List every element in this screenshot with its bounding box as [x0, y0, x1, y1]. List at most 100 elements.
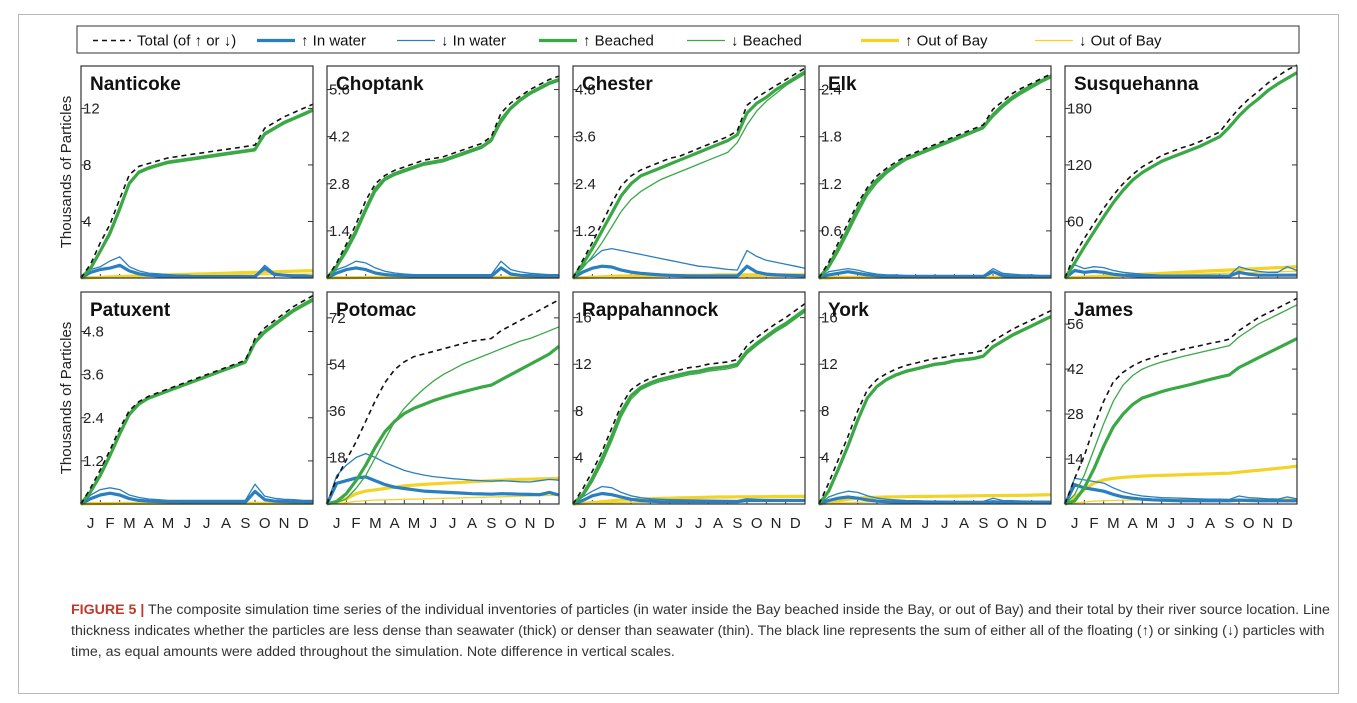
series-line — [572, 67, 806, 279]
series-line — [818, 317, 1052, 505]
series-line — [80, 256, 313, 279]
x-tick-label: S — [486, 515, 496, 532]
y-tick-label: 8 — [821, 403, 829, 420]
y-tick-label: 56 — [1067, 316, 1084, 333]
x-tick-label: S — [1224, 515, 1234, 532]
y-tick-label: 4 — [83, 213, 91, 230]
y-tick-label: 1.2 — [83, 453, 104, 470]
x-tick-label: J — [695, 515, 703, 532]
x-tick-label: O — [259, 515, 271, 532]
y-tick-label: 2.8 — [329, 176, 350, 193]
y-axis-label: Thousands of Particles — [58, 322, 75, 475]
x-tick-label: M — [369, 515, 382, 532]
y-tick-label: 36 — [329, 403, 346, 420]
y-axis-label: Thousands of Particles — [58, 96, 75, 249]
series-line — [572, 264, 806, 280]
x-tick-label: J — [184, 515, 192, 532]
series-line — [818, 267, 1051, 279]
x-tick-label: J — [1168, 515, 1176, 532]
y-tick-label: 2.4 — [821, 82, 842, 99]
x-tick-label: N — [525, 515, 536, 532]
y-tick-label: 18 — [329, 449, 346, 466]
x-tick-label: J — [676, 515, 684, 532]
legend-label: ↓ Out of Bay — [1079, 33, 1162, 50]
y-tick-label: 0.6 — [821, 223, 842, 240]
series-line — [326, 494, 560, 505]
series-line — [80, 263, 314, 280]
x-tick-label: F — [105, 515, 114, 532]
x-tick-label: J — [941, 515, 949, 532]
x-tick-label: A — [221, 515, 231, 532]
figure-frame: Total (of ↑ or ↓) ↑ In water ↓ In water ↑ B… — [18, 14, 1339, 694]
x-tick-label: J — [333, 515, 341, 532]
series-line — [326, 326, 560, 505]
y-tick-label: 2.4 — [83, 410, 104, 427]
series-line — [571, 70, 806, 279]
panel-frame — [572, 291, 806, 505]
series-line — [326, 80, 560, 279]
series-line — [817, 315, 1052, 505]
series-line — [1063, 71, 1298, 279]
x-tick-label: D — [1282, 515, 1293, 532]
x-tick-label: S — [978, 515, 988, 532]
x-tick-label: A — [959, 515, 969, 532]
panel-frame — [818, 291, 1052, 505]
legend-label: ↑ Beached — [583, 33, 654, 50]
series-line — [325, 475, 560, 505]
series-line — [818, 270, 1051, 280]
y-tick-label: 4.8 — [83, 324, 104, 341]
series-line — [572, 311, 806, 505]
x-tick-label: N — [771, 515, 782, 532]
y-tick-label: 4.2 — [329, 129, 350, 146]
x-tick-label: M — [162, 515, 175, 532]
series-line — [80, 294, 314, 505]
series-line — [818, 490, 1052, 505]
x-tick-label: N — [1263, 515, 1274, 532]
y-tick-label: 180 — [1067, 100, 1092, 117]
y-tick-label: 1.4 — [329, 223, 350, 240]
series-line — [818, 73, 1052, 279]
y-tick-label: 4 — [821, 449, 829, 466]
y-tick-label: 120 — [1067, 157, 1092, 174]
x-tick-label: D — [790, 515, 801, 532]
series-line — [817, 74, 1052, 280]
panel-frame — [572, 65, 806, 279]
x-tick-label: M — [654, 515, 667, 532]
x-tick-label: M — [123, 515, 136, 532]
y-tick-label: 12 — [821, 356, 838, 373]
x-tick-label: F — [843, 515, 852, 532]
series-line — [572, 73, 806, 279]
x-tick-label: N — [1017, 515, 1028, 532]
x-tick-label: A — [636, 515, 646, 532]
series-line — [818, 495, 1051, 506]
series-line — [1064, 464, 1298, 506]
series-line — [572, 485, 806, 505]
series-line — [326, 299, 560, 505]
x-tick-label: A — [1205, 515, 1215, 532]
x-tick-label: M — [408, 515, 421, 532]
x-tick-label: M — [615, 515, 628, 532]
series-line — [572, 302, 806, 505]
x-tick-label: D — [1036, 515, 1047, 532]
x-tick-label: A — [390, 515, 400, 532]
x-tick-label: J — [825, 515, 833, 532]
y-tick-label: 12 — [83, 100, 100, 117]
x-tick-label: J — [430, 515, 438, 532]
x-tick-label: F — [1089, 515, 1098, 532]
x-tick-label: M — [900, 515, 913, 532]
y-tick-label: 1.2 — [821, 176, 842, 193]
caption-text: The composite simulation time series of … — [71, 602, 1330, 660]
x-tick-label: J — [449, 515, 457, 532]
panel-nanticoke: 4 8 12 Nanticoke — [79, 65, 314, 280]
y-tick-label: 16 — [821, 310, 838, 327]
series-line — [572, 494, 805, 506]
x-tick-label: M — [861, 515, 874, 532]
y-tick-label: 60 — [1067, 213, 1084, 230]
series-line — [818, 77, 1052, 279]
y-tick-label: 5.6 — [329, 82, 350, 99]
